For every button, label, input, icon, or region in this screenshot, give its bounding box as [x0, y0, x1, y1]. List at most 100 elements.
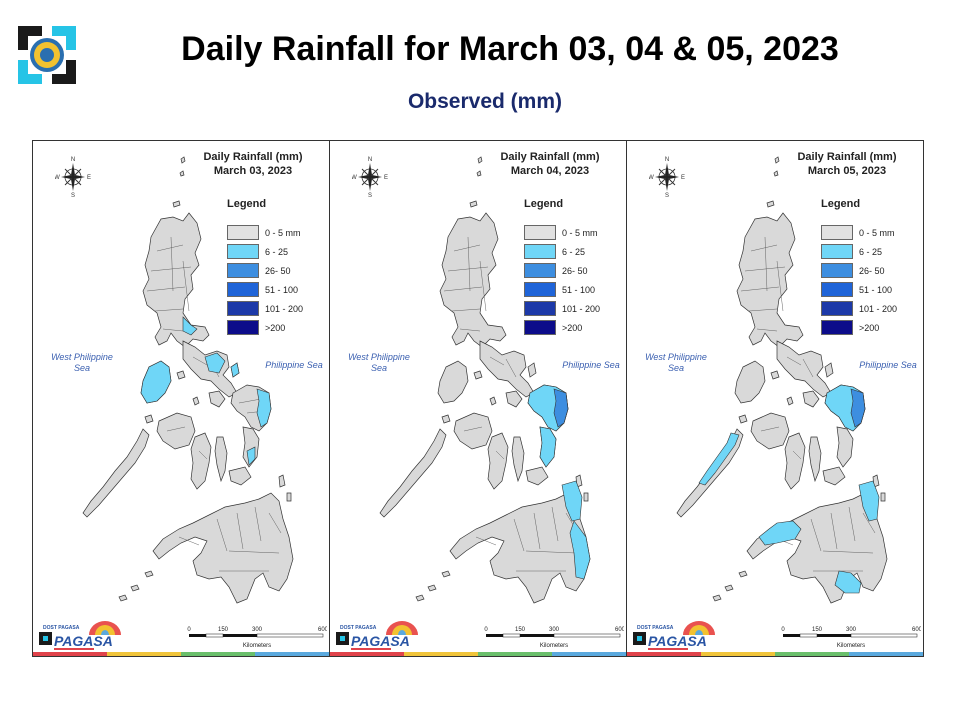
legend-label: 6 - 25 [859, 246, 883, 257]
svg-text:300: 300 [846, 627, 857, 633]
island-marinduque [770, 370, 780, 380]
legend-swatch [524, 282, 556, 297]
island-sulub [724, 584, 734, 592]
compass-s: S [368, 193, 372, 198]
compass-n: N [665, 157, 669, 163]
legend-label: 26- 50 [562, 265, 588, 276]
page-subtitle: Observed (mm) [407, 90, 563, 113]
rain-area-southern-leyte [246, 446, 256, 466]
island-cebu [511, 436, 525, 483]
island-bicol [479, 340, 535, 398]
island-palawan [82, 428, 150, 518]
compass-e: E [87, 175, 91, 181]
rain-area-eastern-samar [850, 388, 866, 428]
legend-item: 0 - 5 mm [227, 223, 303, 242]
legend-item: >200 [227, 318, 303, 337]
legend-title: Legend [821, 198, 861, 210]
rain-area-eastern-samar [553, 388, 569, 428]
legend-swatch [524, 320, 556, 335]
scale-bar: 0 150 300 600 Kilometers [187, 627, 327, 649]
legend-swatch [524, 301, 556, 316]
rain-area-davao-oriental [569, 520, 591, 580]
color-stripe [33, 652, 329, 656]
legend-swatch [821, 282, 853, 297]
rain-area-leyte [539, 426, 557, 468]
legend: 0 - 5 mm 6 - 25 26- 50 51 - 100 101 - 200 >20… [821, 223, 897, 337]
legend-swatch [821, 301, 853, 316]
color-stripe [627, 652, 923, 656]
north-arrow-icon: N S W E [352, 157, 388, 198]
island-leyte [836, 426, 854, 468]
island-romblon [489, 396, 497, 406]
legend-item: 101 - 200 [821, 299, 897, 318]
legend-label: 0 - 5 mm [265, 227, 301, 238]
island-luzon [736, 212, 804, 348]
island-dinagat [278, 474, 286, 488]
philippines-map [82, 156, 294, 604]
island-sulua [441, 570, 451, 578]
legend-label: 101 - 200 [562, 303, 601, 314]
pagasa-brand-logo: DOST PAGASA PAGASA [336, 621, 418, 650]
svg-text:150: 150 [812, 627, 823, 633]
compass-s: S [665, 193, 669, 198]
svg-text:0: 0 [484, 627, 488, 633]
legend-swatch [227, 301, 259, 316]
legend-swatch [821, 263, 853, 278]
legend-swatch [821, 320, 853, 335]
island-suluc [712, 594, 722, 602]
legend-item: 6 - 25 [524, 242, 600, 261]
rain-area-catanduanes [230, 362, 240, 378]
map-date: March 03, 2023 [213, 165, 293, 177]
island-cebu [808, 436, 822, 483]
island-masbate [208, 390, 226, 408]
province-boundaries-3 [178, 506, 282, 572]
legend-item: 51 - 100 [524, 280, 600, 299]
rain-area-davao [834, 570, 862, 594]
svg-text:150: 150 [218, 627, 229, 633]
svg-text:Kilometers: Kilometers [243, 643, 271, 649]
island-bohol [525, 466, 549, 486]
legend-item: 26- 50 [821, 261, 897, 280]
svg-text:600: 600 [615, 627, 624, 633]
scale-bar: 0 150 300 600 Kilometers [781, 627, 921, 649]
province-boundaries-1 [740, 236, 786, 332]
island-marinduque [176, 370, 186, 380]
island-mindoro [437, 360, 469, 404]
island-romblon [192, 396, 200, 406]
pagasa-brand-logo: DOST PAGASA PAGASA [39, 621, 121, 650]
map-title-line: Daily Rainfall (mm) [500, 151, 600, 163]
svg-text:150: 150 [515, 627, 526, 633]
island-mindanao [152, 492, 294, 604]
map-title: Daily Rainfall (mm) March 03, 2023 [193, 150, 313, 178]
island-panay [750, 412, 790, 450]
legend-item: >200 [821, 318, 897, 337]
page-title: Daily Rainfall for March 03, 04 & 05, 20… [181, 30, 839, 68]
north-arrow-icon: N S W E [649, 157, 685, 198]
legend-item: 0 - 5 mm [524, 223, 600, 242]
legend-item: 51 - 100 [821, 280, 897, 299]
legend-label: 101 - 200 [859, 303, 898, 314]
svg-text:DOST PAGASA: DOST PAGASA [340, 625, 377, 631]
legend-item: 0 - 5 mm [821, 223, 897, 242]
legend-item: 6 - 25 [821, 242, 897, 261]
scale-bar: 0 150 300 600 Kilometers [484, 627, 624, 649]
island-siargao [286, 492, 292, 502]
island-masbate [505, 390, 523, 408]
legend-swatch [821, 244, 853, 259]
map-date: March 04, 2023 [510, 165, 590, 177]
legend-label: 6 - 25 [265, 246, 289, 257]
philippine-sea-label: Philippine Sea [265, 360, 323, 370]
island-babuyan [766, 200, 775, 208]
stripe-segment [775, 652, 849, 656]
island-palawan [379, 428, 447, 518]
legend-label: 0 - 5 mm [859, 227, 895, 238]
legend-swatch [821, 225, 853, 240]
svg-text:300: 300 [252, 627, 263, 633]
legend-label: 51 - 100 [562, 284, 596, 295]
island-babuyan [172, 200, 181, 208]
island-batanes2 [179, 170, 185, 177]
west-philippine-sea-label: West Philippine Sea [51, 352, 113, 373]
province-boundaries-2 [463, 356, 563, 460]
island-negros [190, 432, 212, 490]
map-date: March 05, 2023 [807, 165, 887, 177]
